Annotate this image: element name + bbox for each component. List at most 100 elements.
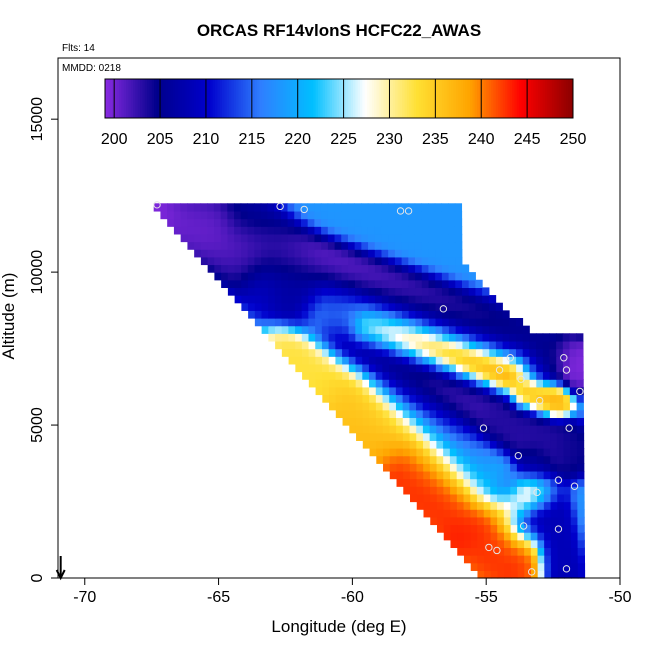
heatmap-cell	[503, 455, 511, 464]
heatmap-cell	[490, 509, 498, 518]
heatmap-cell	[335, 302, 343, 311]
heatmap-cell	[476, 501, 485, 510]
heatmap-cell	[470, 501, 478, 510]
heatmap-cell	[349, 425, 357, 434]
heatmap-cell	[308, 363, 317, 373]
colorbar: 200 205 210 215 220 225 230 235 240 245 250	[101, 78, 586, 148]
heatmap-cell	[470, 516, 478, 526]
heatmap-cell	[536, 417, 544, 426]
heatmap-cell	[476, 386, 484, 396]
heatmap-cell	[449, 356, 457, 365]
heatmap-cell	[407, 203, 416, 212]
heatmap-cell	[449, 371, 457, 380]
heatmap-cell	[509, 394, 517, 403]
heatmap-cell	[369, 417, 377, 426]
heatmap-cell	[335, 333, 343, 342]
sample-point	[554, 476, 563, 484]
heatmap-cell	[463, 432, 471, 441]
heatmap-cell	[562, 363, 571, 373]
heatmap-cell	[349, 402, 357, 411]
heatmap-cell	[267, 233, 275, 243]
heatmap-cell	[396, 455, 404, 464]
heatmap-cell	[510, 455, 518, 464]
heatmap-cell	[542, 371, 551, 380]
heatmap-cell	[388, 241, 396, 250]
heatmap-cell	[455, 249, 463, 258]
heatmap-cell	[550, 463, 558, 472]
heatmap-cell	[414, 210, 422, 220]
colorbar-segment	[413, 79, 417, 118]
heatmap-cell	[295, 363, 303, 373]
sample-points	[153, 201, 584, 576]
heatmap-cell	[389, 417, 397, 426]
heatmap-cell	[483, 455, 491, 464]
heatmap-cell	[454, 210, 463, 220]
heatmap-cell	[455, 348, 464, 357]
heatmap-cell	[543, 470, 551, 480]
heatmap-cell	[570, 486, 578, 495]
heatmap-cell	[254, 272, 262, 281]
heatmap-cell	[435, 340, 443, 350]
x-axis: -70 -65 -60 -55 -50	[73, 578, 632, 606]
colorbar-segment	[320, 79, 324, 118]
heatmap-cell	[227, 203, 235, 212]
heatmap-cell	[381, 226, 389, 235]
heatmap-cell	[308, 272, 316, 281]
arrow-head	[55, 569, 66, 581]
heatmap-cell	[294, 233, 302, 243]
heatmap-cell	[510, 539, 518, 549]
heatmap-cell	[361, 249, 369, 258]
heatmap-cell	[489, 386, 497, 396]
heatmap-cell	[482, 386, 491, 396]
heatmap-cell	[489, 432, 498, 441]
colorbar-segment	[287, 79, 291, 118]
heatmap-cell	[314, 264, 322, 273]
heatmap-cell	[483, 539, 492, 549]
heatmap-cell	[490, 478, 498, 487]
colorbar-segment	[509, 79, 513, 118]
heatmap-cell	[422, 363, 430, 373]
heatmap-cell	[241, 272, 249, 281]
heatmap-cell	[240, 218, 249, 227]
heatmap-cell	[576, 432, 585, 441]
heatmap-cell	[497, 524, 505, 533]
heatmap-cell	[207, 241, 215, 250]
heatmap-cell	[402, 425, 411, 434]
heatmap-cell	[415, 302, 423, 311]
heatmap-cell	[488, 310, 497, 319]
heatmap-cell	[368, 279, 376, 289]
heatmap-cell	[200, 218, 208, 227]
heatmap-cell	[456, 448, 464, 457]
colorbar-segment	[463, 79, 466, 118]
heatmap-cell	[455, 333, 463, 342]
heatmap-cell	[401, 264, 409, 273]
heatmap-cell	[187, 226, 195, 235]
heatmap-cell	[160, 203, 168, 212]
heatmap-cell	[327, 241, 336, 250]
heatmap-cell	[261, 302, 269, 311]
heatmap-cell	[268, 310, 276, 319]
heatmap-cell	[470, 470, 478, 480]
heatmap-cell	[576, 356, 584, 365]
heatmap-cell	[374, 233, 382, 243]
heatmap-cell	[361, 318, 370, 327]
heatmap-cell	[469, 371, 477, 380]
heatmap-cell	[556, 363, 564, 373]
colorbar-segment	[331, 79, 335, 118]
heatmap-cell	[341, 210, 349, 220]
heatmap-cell	[295, 318, 303, 327]
colorbar-segment	[254, 79, 258, 118]
heatmap-cell	[335, 356, 343, 365]
heatmap-cell	[563, 417, 571, 426]
heatmap-cell	[321, 310, 330, 319]
heatmap-cell	[462, 348, 470, 357]
colorbar-segment	[383, 79, 387, 118]
heatmap-cell	[409, 425, 417, 434]
heatmap-cell	[347, 241, 356, 250]
heatmap-cell	[280, 226, 289, 235]
heatmap-cell	[367, 210, 376, 220]
heatmap-cell	[261, 287, 269, 296]
heatmap-cell	[509, 371, 517, 380]
heatmap-cell	[328, 356, 337, 365]
